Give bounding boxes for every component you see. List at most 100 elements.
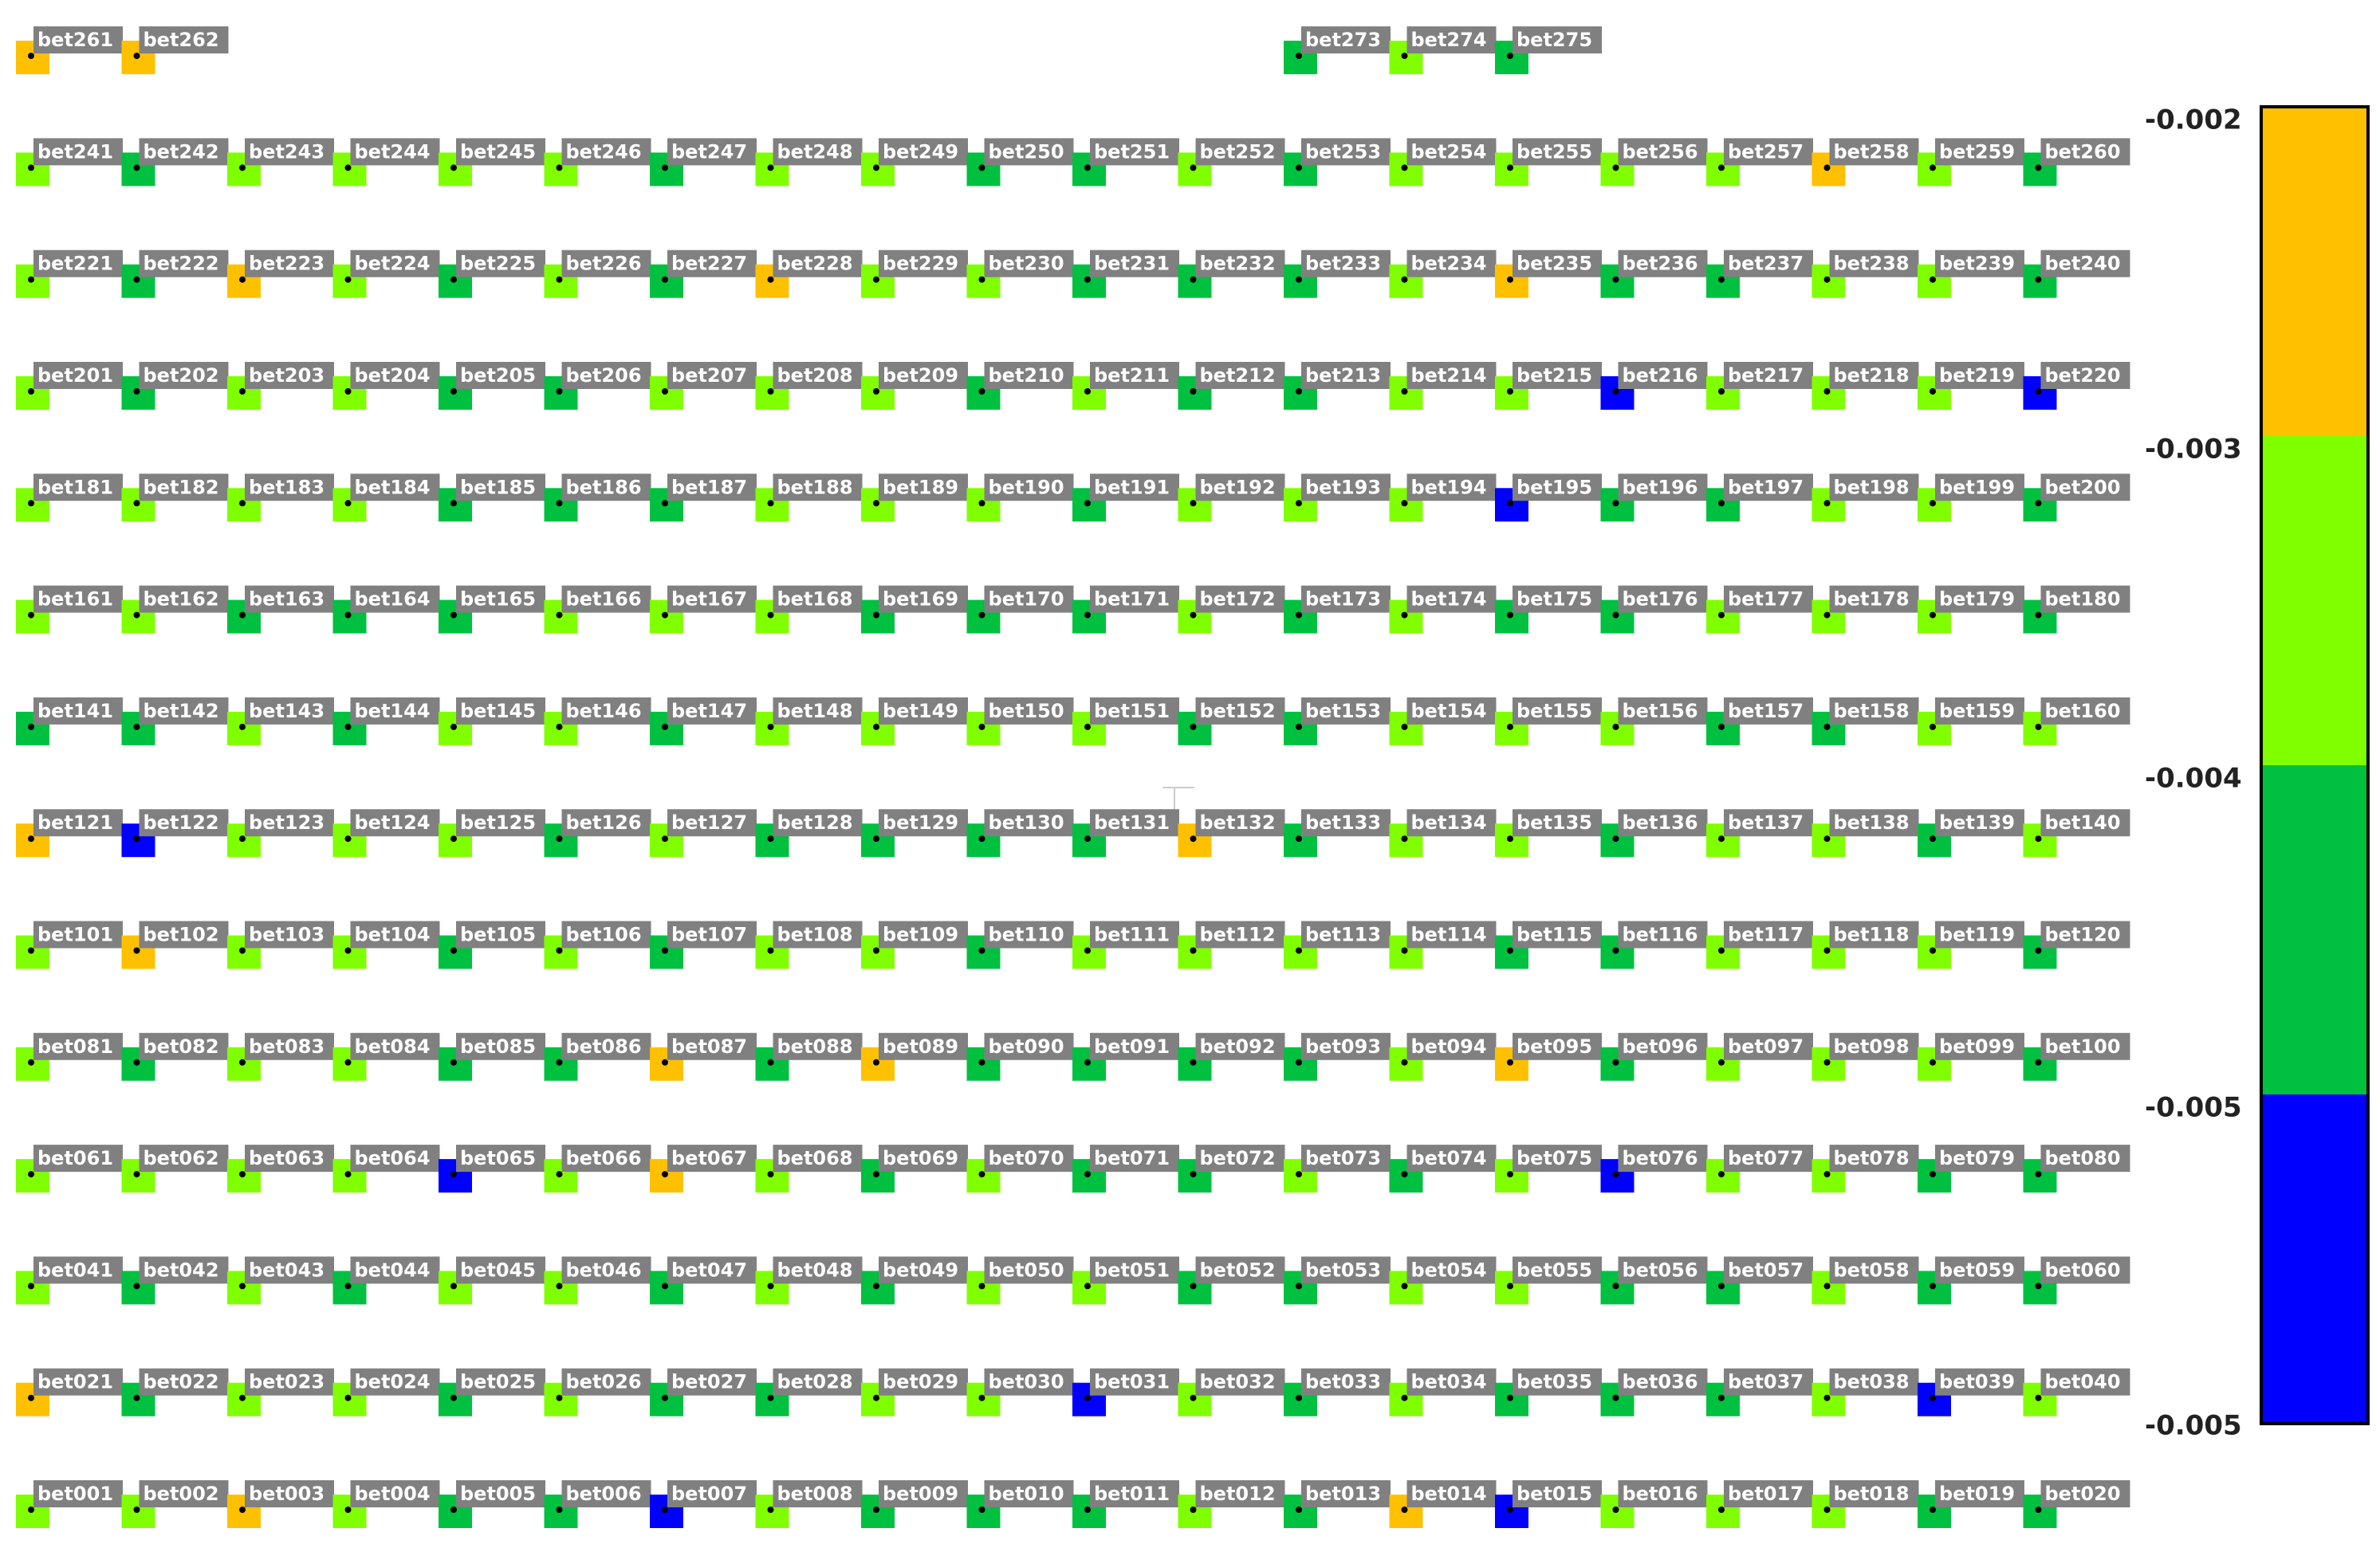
- sensor-dot: [1718, 276, 1725, 283]
- sensor-label: bet239: [1939, 253, 2015, 275]
- sensor-dot: [1190, 947, 1197, 954]
- colorbar-label: -0.002: [2145, 104, 2242, 136]
- sensor-label: bet206: [566, 364, 642, 387]
- sensor-label: bet107: [671, 924, 747, 946]
- label-box: [1301, 249, 1391, 277]
- sensor-label: bet008: [777, 1483, 853, 1505]
- sensor-label: bet063: [249, 1147, 325, 1169]
- label-box: [667, 1032, 757, 1060]
- sensor-label: bet019: [1939, 1483, 2015, 1505]
- label-box: [456, 1032, 545, 1060]
- sensor-dot: [1930, 1059, 1936, 1066]
- label-box: [1090, 921, 1179, 949]
- sensor-label: bet007: [671, 1483, 747, 1505]
- sensor-label: bet175: [1517, 588, 1592, 611]
- sensor-dot: [450, 164, 457, 171]
- label-box: [1406, 809, 1497, 837]
- sensor-label: bet077: [1728, 1147, 1804, 1169]
- sensor-dot: [1190, 611, 1197, 619]
- sensor-dot: [2035, 164, 2042, 171]
- sensor-label: bet016: [1623, 1483, 1698, 1505]
- label-box: [456, 585, 545, 613]
- colorbar-frame: [2260, 105, 2370, 1425]
- sensor-label: bet170: [989, 588, 1064, 611]
- sensor-label: bet038: [1834, 1371, 1910, 1393]
- sensor-dot: [1507, 723, 1513, 730]
- sensor-dot: [556, 1283, 563, 1290]
- sensor-label: bet078: [1834, 1147, 1910, 1169]
- sensor-dot: [133, 1394, 140, 1401]
- sensor-label: bet164: [355, 588, 431, 611]
- label-box: [33, 1145, 123, 1173]
- sensor-label: bet147: [671, 700, 747, 722]
- label-box: [1301, 1256, 1391, 1284]
- label-box: [245, 697, 334, 725]
- sensor-dot: [1296, 1171, 1302, 1178]
- sensor-dot: [978, 723, 985, 730]
- sensor-dot: [556, 1394, 563, 1401]
- sensor-label: bet186: [566, 476, 642, 498]
- label-box: [1829, 249, 1919, 277]
- sensor-dot: [239, 1171, 246, 1178]
- sensor-dot: [1718, 1394, 1725, 1401]
- sensor-label: bet188: [777, 476, 853, 498]
- sensor-dot: [1296, 1394, 1302, 1401]
- sensor-dot: [133, 1171, 140, 1178]
- sensor-label: bet167: [671, 588, 747, 611]
- sensor-label: bet153: [1305, 700, 1381, 722]
- sensor-dot: [239, 1394, 246, 1401]
- label-box: [1724, 697, 1813, 725]
- sensor-label: bet145: [460, 700, 536, 722]
- sensor-label: bet234: [1411, 253, 1487, 275]
- sensor-label: bet128: [777, 811, 853, 834]
- sensor-dot: [662, 835, 668, 843]
- label-box: [2040, 1368, 2130, 1396]
- sensor-label: bet037: [1728, 1371, 1804, 1393]
- sensor-label: bet229: [883, 253, 958, 275]
- label-box: [1301, 473, 1391, 501]
- sensor-dot: [133, 723, 140, 730]
- sensor-dot: [344, 1394, 352, 1401]
- sensor-dot: [133, 164, 140, 171]
- sensor-dot: [873, 611, 879, 619]
- sensor-dot: [450, 500, 457, 507]
- colorbar-segment: [2261, 1094, 2368, 1424]
- label-box: [1618, 473, 1708, 501]
- sensor-dot: [767, 1283, 774, 1290]
- label-box: [667, 1480, 757, 1507]
- label-box: [1090, 362, 1179, 389]
- label-box: [139, 473, 229, 501]
- sensor-label: bet122: [144, 811, 219, 834]
- sensor-dot: [344, 611, 352, 619]
- sensor-label: bet070: [989, 1147, 1064, 1169]
- label-box: [139, 1368, 229, 1396]
- sensor-label: bet216: [1623, 364, 1698, 387]
- sensor-dot: [450, 1283, 457, 1290]
- label-box: [1301, 1032, 1391, 1060]
- sensor-dot: [978, 947, 985, 954]
- sensor-dot: [1612, 276, 1619, 283]
- label-box: [1195, 697, 1285, 725]
- sensor-label: bet252: [1200, 140, 1276, 163]
- sensor-dot: [28, 500, 34, 507]
- sensor-dot: [450, 1171, 457, 1178]
- label-box: [1935, 1256, 2024, 1284]
- sensor-label: bet103: [249, 924, 325, 946]
- label-box: [1724, 1032, 1813, 1060]
- sensor-dot: [1084, 835, 1091, 843]
- sensor-label: bet249: [883, 140, 958, 163]
- sensor-label: bet035: [1517, 1371, 1592, 1393]
- label-box: [879, 249, 968, 277]
- sensor-dot: [767, 1059, 774, 1066]
- sensor-label: bet215: [1517, 364, 1592, 387]
- sensor-dot: [1823, 1171, 1831, 1178]
- label-box: [139, 249, 229, 277]
- sensor-label: bet044: [355, 1259, 431, 1281]
- sensor-label: bet200: [2045, 476, 2121, 498]
- label-box: [1618, 1032, 1708, 1060]
- sensor-label: bet194: [1411, 476, 1487, 498]
- label-box: [1301, 1368, 1391, 1396]
- sensor-label: bet034: [1411, 1371, 1487, 1393]
- label-box: [667, 921, 757, 949]
